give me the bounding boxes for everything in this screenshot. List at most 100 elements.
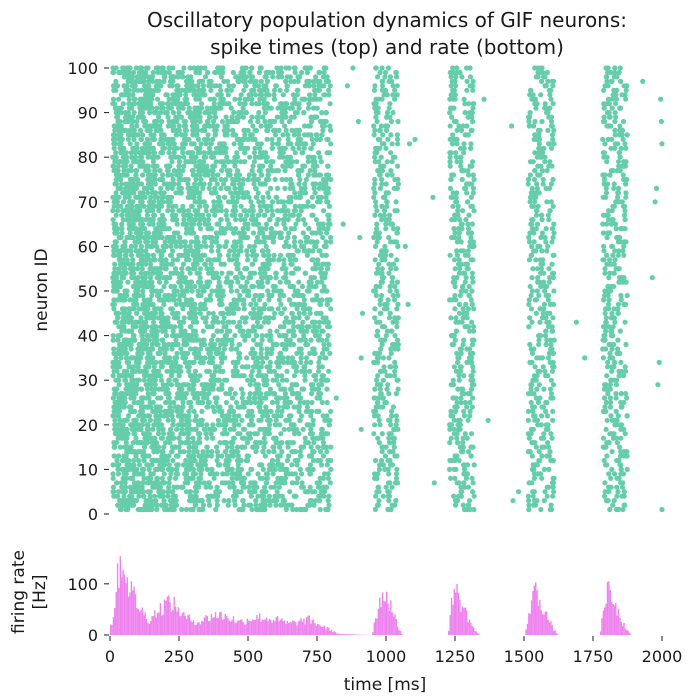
spike-point <box>229 341 235 348</box>
spike-point <box>143 346 149 352</box>
spike-point <box>176 114 182 120</box>
spike-point <box>217 288 223 294</box>
spike-point <box>276 444 283 450</box>
spike-point <box>320 234 326 241</box>
spike-point <box>151 480 157 486</box>
spike-point <box>231 310 237 316</box>
spike-point <box>250 355 256 361</box>
spike-point <box>189 194 195 200</box>
spike-point <box>139 266 145 272</box>
spike-point <box>110 132 116 138</box>
spike-point <box>155 315 162 321</box>
spike-point <box>185 159 191 165</box>
spike-point <box>197 266 203 272</box>
spike-point <box>200 399 206 406</box>
spike-point <box>133 159 139 165</box>
spike-point <box>136 248 142 254</box>
spike-point <box>141 475 147 481</box>
spike-point <box>214 234 220 241</box>
spike-point <box>295 475 301 481</box>
spike-point <box>159 150 165 156</box>
spike-point <box>281 306 288 312</box>
spike-point <box>326 502 332 508</box>
spike-point <box>202 110 209 116</box>
spike-point <box>111 444 117 450</box>
spike-point <box>289 382 295 388</box>
spike-point <box>324 484 330 490</box>
spike-point <box>128 234 134 241</box>
spike-point <box>323 315 329 321</box>
spike-point <box>263 221 270 227</box>
spike-point <box>188 83 194 89</box>
spike-point <box>317 506 323 513</box>
spike-point <box>170 74 176 80</box>
spike-point <box>135 176 141 183</box>
spike-point <box>119 212 125 218</box>
spike-point <box>199 408 205 414</box>
spike-point <box>231 239 238 245</box>
spike-point <box>123 440 129 446</box>
spike-point <box>247 391 253 397</box>
spike-point <box>255 471 261 477</box>
spike-point <box>166 480 172 486</box>
spike-point <box>262 301 268 307</box>
spike-point <box>198 355 204 361</box>
spike-point <box>272 493 278 499</box>
spike-point <box>156 489 162 495</box>
spike-point <box>149 190 155 196</box>
spike-point <box>206 110 212 116</box>
spike-point <box>228 226 234 232</box>
spike-point <box>113 355 119 361</box>
spike-point <box>240 105 246 111</box>
spike-point <box>111 301 118 307</box>
spike-point <box>215 453 221 459</box>
spike-point <box>140 480 146 486</box>
spike-point <box>304 404 310 410</box>
spike-point <box>324 346 330 352</box>
spike-point <box>170 217 176 223</box>
spike-point <box>213 83 219 89</box>
spike-point <box>225 172 231 178</box>
spike-point <box>262 212 268 218</box>
spike-point <box>134 118 140 125</box>
spike-point <box>118 203 124 209</box>
spike-point <box>307 350 313 356</box>
spike-point <box>293 368 300 374</box>
spike-point <box>132 431 138 437</box>
spike-point <box>259 333 265 339</box>
spike-point <box>138 136 145 142</box>
spike-point <box>181 292 187 299</box>
spike-point <box>316 391 322 397</box>
spike-point <box>215 199 221 205</box>
spike-point <box>161 301 167 307</box>
spike-point <box>133 319 139 325</box>
spike-point <box>153 83 159 89</box>
spike-point <box>193 239 199 245</box>
spike-point <box>110 337 116 343</box>
spike-point <box>257 292 263 299</box>
spike-point <box>199 466 205 472</box>
spike-point <box>209 266 215 272</box>
spike-point <box>115 252 121 258</box>
spike-point <box>193 333 199 339</box>
spike-point <box>272 283 278 290</box>
spike-point <box>181 163 187 169</box>
spike-point <box>111 453 117 459</box>
spike-point <box>127 101 133 107</box>
spike-point <box>245 226 251 232</box>
chart-title-line-2: spike times (top) and rate (bottom) <box>210 35 564 59</box>
spike-point <box>325 266 331 272</box>
spike-point <box>229 471 235 477</box>
spike-point <box>262 395 268 401</box>
spike-point <box>165 292 171 299</box>
spike-point <box>112 422 118 428</box>
spike-point <box>192 391 198 397</box>
spike-point <box>200 92 206 98</box>
spike-point <box>165 114 171 120</box>
spike-point <box>284 163 290 169</box>
spike-point <box>324 190 330 196</box>
spike-point <box>216 364 222 370</box>
spike-point <box>207 484 214 490</box>
spike-point <box>155 69 161 76</box>
spike-point <box>249 65 255 71</box>
